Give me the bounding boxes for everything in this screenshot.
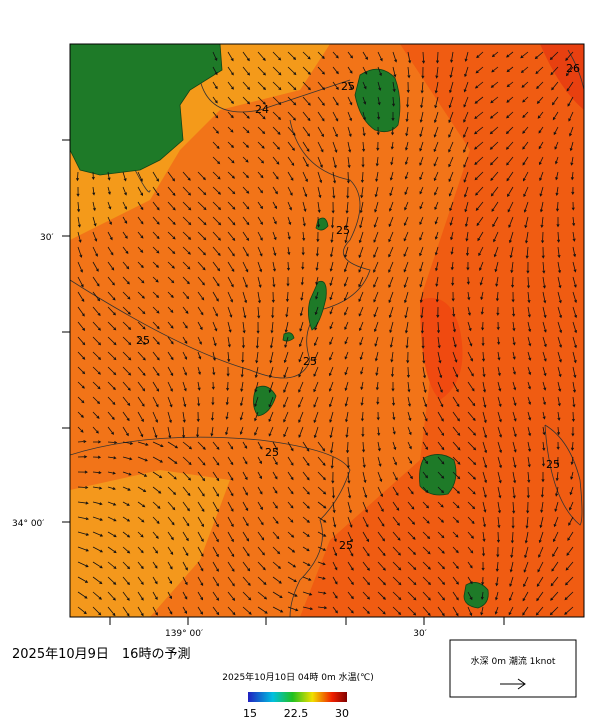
legend-box bbox=[449, 639, 577, 698]
graticule-ticks bbox=[62, 139, 505, 625]
map: 24 25 25 25 25 25 25 25 26 bbox=[70, 44, 584, 617]
contour-label: 24 bbox=[255, 103, 269, 116]
field-caption: 2025年10月10日 04時 0m 水温(℃) bbox=[222, 671, 373, 683]
hot-zone bbox=[540, 44, 584, 110]
contour-label: 25 bbox=[339, 539, 353, 552]
contour-label: 25 bbox=[336, 224, 350, 237]
contours bbox=[70, 49, 584, 617]
contour-label: 25 bbox=[136, 334, 150, 347]
forecast-caption: 2025年10月9日 16時の予測 bbox=[12, 647, 190, 662]
contour-label: 26 bbox=[566, 62, 580, 75]
current-arrows bbox=[76, 51, 578, 617]
legend-text: 水深 0m 潮流 1knot bbox=[471, 655, 556, 667]
hot-zone bbox=[420, 298, 463, 400]
warm-zone bbox=[70, 470, 230, 617]
colorbar-label: 15 bbox=[243, 707, 257, 720]
contour-label: 25 bbox=[341, 80, 355, 93]
islands bbox=[70, 44, 489, 609]
lon-label: 139° 00′ bbox=[165, 629, 203, 639]
contour-label: 25 bbox=[265, 446, 279, 459]
map-frame bbox=[69, 43, 585, 618]
lat-label: 30′ bbox=[40, 233, 54, 243]
colorbar-label: 30 bbox=[335, 707, 349, 720]
contour-label: 25 bbox=[546, 458, 560, 471]
contour-labels: 24 25 25 25 25 25 25 25 26 bbox=[136, 62, 580, 552]
legend-arrow bbox=[500, 678, 526, 690]
lat-label: 34° 00′ bbox=[12, 519, 44, 529]
lon-label: 30′ bbox=[413, 629, 427, 639]
contour-label: 25 bbox=[303, 355, 317, 368]
colorbar bbox=[248, 692, 347, 702]
colorbar-label: 22.5 bbox=[284, 707, 309, 720]
